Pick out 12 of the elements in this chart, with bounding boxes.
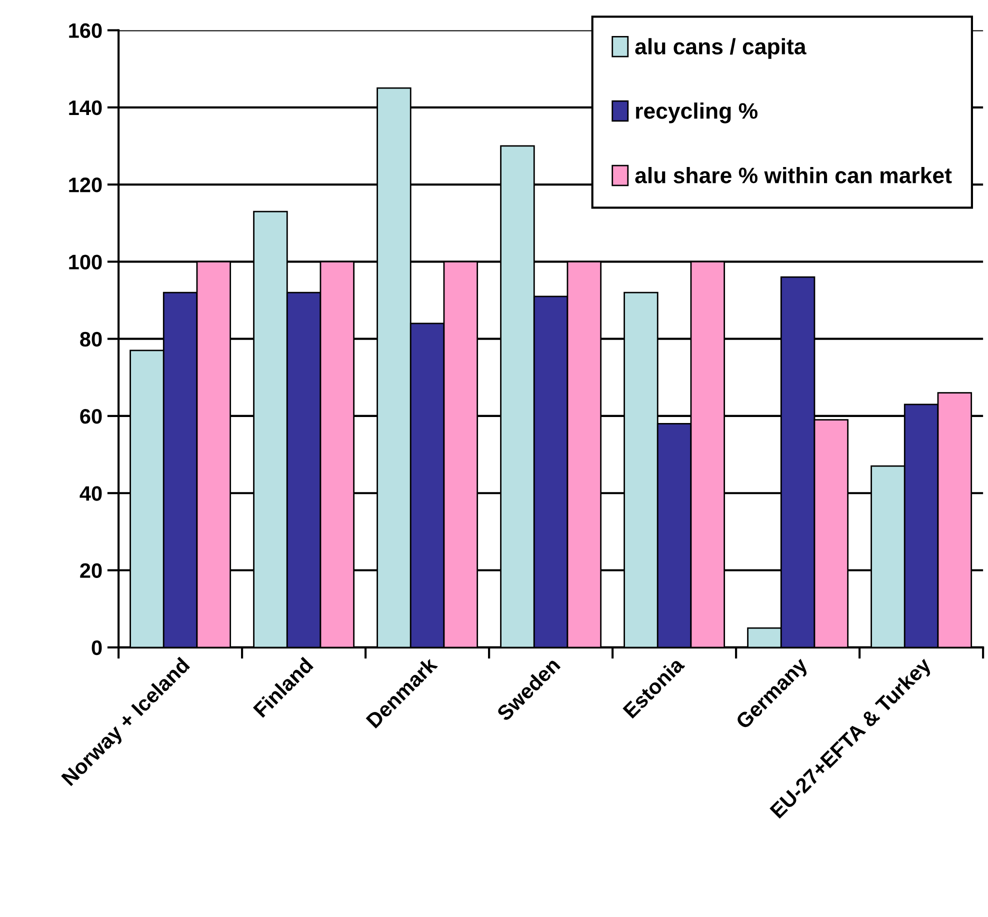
y-tick-label: 100 bbox=[69, 254, 102, 270]
legend-label: alu cans / capita bbox=[635, 38, 806, 59]
y-tick-label: 120 bbox=[69, 178, 102, 192]
y-tick-label: 20 bbox=[80, 563, 102, 578]
y-tick-label: 140 bbox=[69, 100, 102, 116]
y-tick-label: 160 bbox=[69, 23, 102, 38]
y-tick-label: 60 bbox=[80, 408, 102, 424]
y-tick-label: 0 bbox=[92, 640, 102, 656]
y-tick-label: 80 bbox=[80, 332, 102, 347]
legend-label: recycling % bbox=[636, 102, 758, 124]
legend-label: alu share % within can market bbox=[635, 167, 952, 184]
y-tick-label: 40 bbox=[80, 486, 102, 501]
